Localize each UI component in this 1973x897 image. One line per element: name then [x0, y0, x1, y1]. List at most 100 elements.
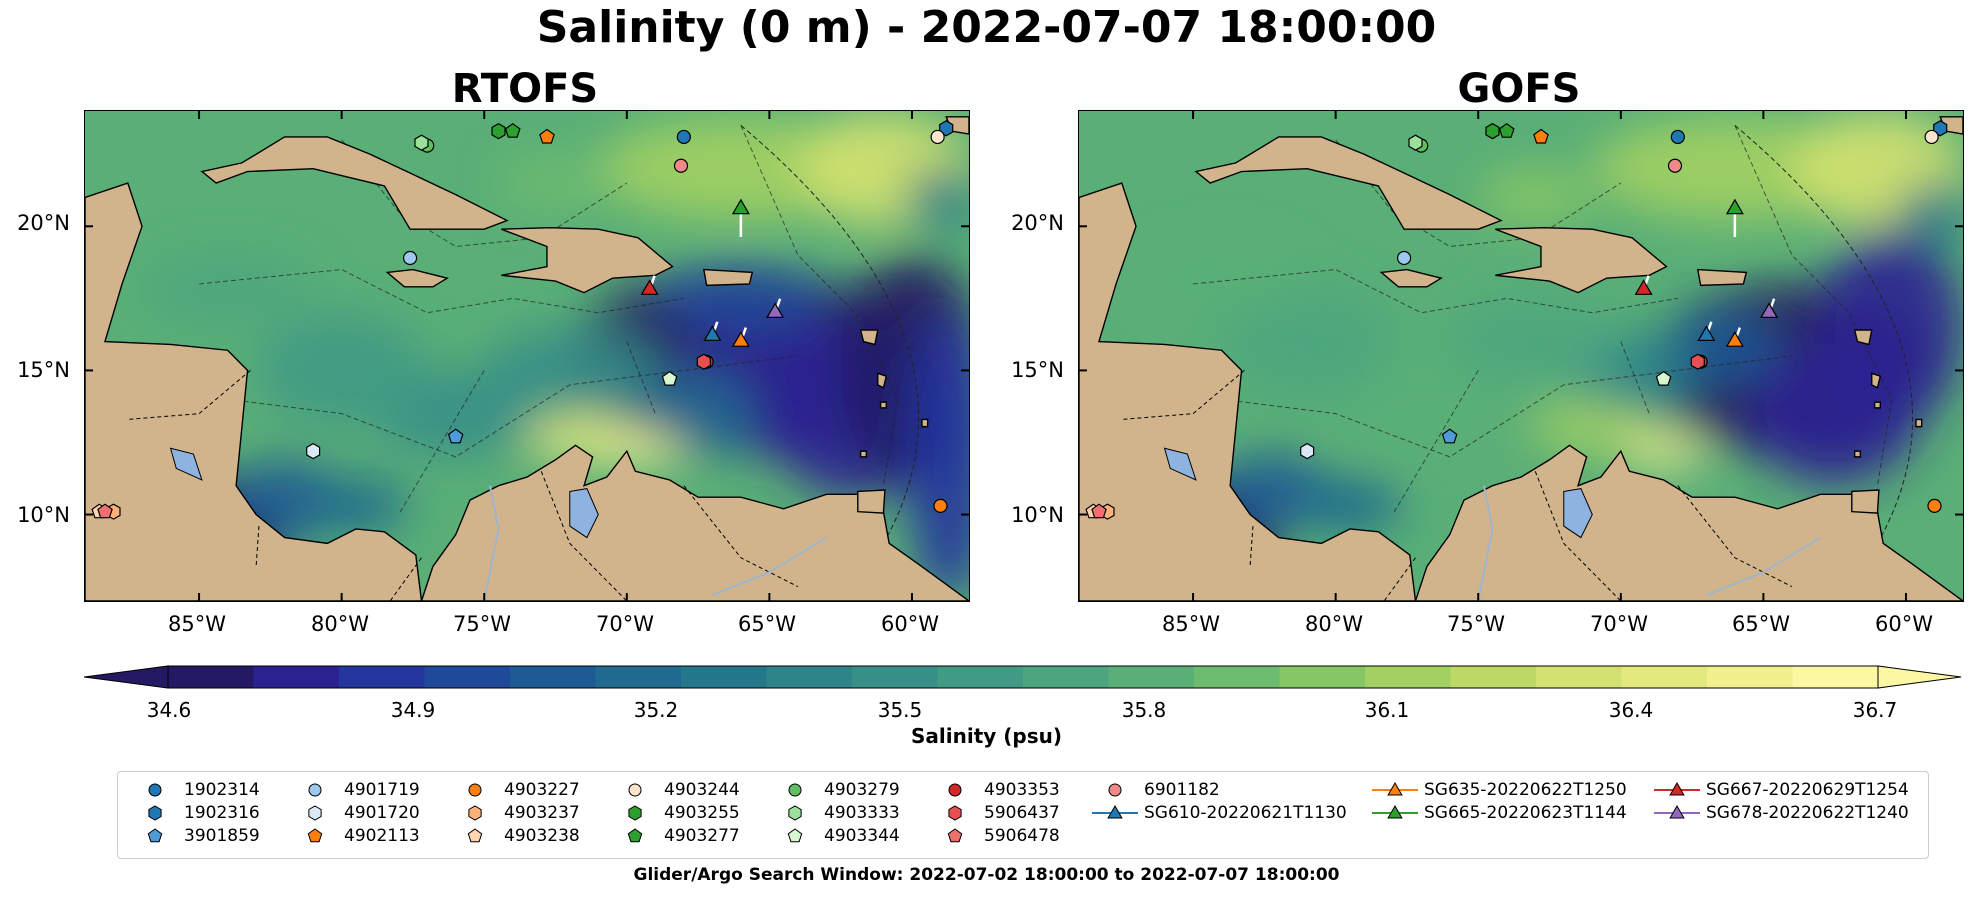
river [711, 536, 827, 597]
argo-float-4903244[interactable] [930, 129, 945, 145]
colorbar-swatch [339, 666, 425, 688]
salinity-field-patch [1449, 298, 1621, 385]
argo-float-4901720[interactable] [306, 442, 321, 460]
glider-SG610-20220621T1130[interactable] [1697, 325, 1716, 341]
map-panel-rtofs[interactable] [84, 110, 970, 602]
country-border [540, 471, 628, 601]
argo-float-4903227[interactable] [1927, 498, 1942, 513]
argo-float-5906478[interactable] [97, 503, 113, 519]
colorbar-swatch [766, 666, 853, 688]
colorbar-swatch [1450, 666, 1537, 688]
legend: 1902314 1902316 3901859 4901719 4901720 49021… [117, 771, 1929, 859]
argo-float-4903344[interactable] [1655, 370, 1672, 386]
legend-marker [308, 805, 322, 821]
colorbar-tick: 34.6 [146, 698, 192, 722]
glider-SG678-20220622T1240[interactable] [766, 302, 785, 318]
legend-marker [948, 805, 962, 821]
glider-SG667-20220629T1254[interactable] [640, 279, 659, 295]
argo-float-6901182[interactable] [673, 158, 689, 173]
country-border [389, 557, 422, 601]
lon-label-80w-right: 80°W [1305, 612, 1363, 636]
lon-label-60w-left: 60°W [881, 612, 939, 636]
argo-float-1902314[interactable] [1670, 129, 1685, 145]
argo-float-3901859[interactable] [447, 428, 464, 444]
argo-float-4903255[interactable] [491, 123, 506, 140]
argo-float-4901719[interactable] [1396, 250, 1412, 266]
argo-float-3901859[interactable] [1441, 428, 1458, 444]
legend-marker [787, 828, 803, 843]
legend-label: 4903279 [824, 780, 900, 800]
argo-float-4902113[interactable] [539, 128, 555, 144]
argo-float-5906478[interactable] [1091, 503, 1107, 519]
argo-float-1902316[interactable] [939, 120, 954, 137]
map-panel-gofs[interactable] [1078, 110, 1964, 602]
lake [1163, 447, 1197, 481]
salinity-field-patch [1136, 243, 1308, 313]
legend-label: 4902113 [344, 826, 420, 846]
land-mass [877, 372, 888, 389]
legend-label: 4903255 [664, 803, 740, 823]
lon-label-60w-right: 60°W [1875, 612, 1933, 636]
legend-label: SG635-20220622T1250 [1424, 780, 1627, 800]
legend-marker [628, 805, 642, 821]
land-mass [1873, 401, 1882, 409]
salinity-field-patch [906, 312, 969, 601]
argo-float-4901720[interactable] [1300, 442, 1315, 460]
legend-label: 4903237 [504, 803, 580, 823]
lon-label-85w-right: 85°W [1162, 612, 1220, 636]
argo-float-4903244[interactable] [1924, 129, 1939, 145]
argo-float-4903344[interactable] [661, 370, 678, 386]
colorbar-swatch [1707, 666, 1793, 688]
colorbar-swatch [168, 666, 254, 688]
land-mass [1853, 450, 1862, 458]
legend-marker [308, 783, 322, 797]
legend-marker [947, 828, 963, 843]
eez-boundary-line [1734, 125, 1893, 486]
argo-float-4903255[interactable] [1485, 123, 1500, 140]
argo-float-6901182[interactable] [1667, 158, 1683, 173]
glider-SG665-20220623T1144[interactable] [1725, 198, 1744, 215]
colorbar-swatch [1279, 666, 1366, 688]
legend-label: 5906437 [984, 803, 1060, 823]
lake [569, 488, 599, 539]
legend-marker [148, 783, 162, 797]
colorbar-tick: 35.2 [633, 698, 679, 722]
legend-marker [1669, 781, 1685, 796]
legend-label: 4903227 [504, 780, 580, 800]
argo-float-4903277[interactable] [504, 122, 521, 138]
argo-float-5906437[interactable] [696, 353, 711, 370]
eez-boundary-line [626, 341, 656, 414]
glider-SG610-20220621T1130[interactable] [703, 325, 722, 341]
lat-label-20n-right: 20°N [1011, 211, 1064, 235]
glider-SG635-20220622T1250[interactable] [1725, 331, 1744, 347]
argo-float-1902314[interactable] [676, 129, 691, 145]
search-window-caption: Glider/Argo Search Window: 2022-07-02 18… [633, 865, 1340, 885]
glider-SG635-20220622T1250[interactable] [731, 331, 750, 347]
argo-float-4902113[interactable] [1533, 128, 1549, 144]
argo-float-4903333[interactable] [1408, 134, 1423, 151]
argo-float-4903333[interactable] [414, 134, 429, 151]
argo-float-4901719[interactable] [402, 250, 418, 266]
country-border [1677, 485, 1793, 588]
argo-float-4903277[interactable] [1498, 122, 1515, 138]
colorbar-swatch [510, 666, 596, 688]
argo-float-1902316[interactable] [1933, 120, 1948, 137]
land-mass [1194, 136, 1503, 230]
country-border [1121, 370, 1245, 420]
legend-marker [1107, 804, 1123, 819]
lat-label-15n-left: 15°N [17, 358, 70, 382]
colorbar [84, 665, 1962, 689]
salinity-field-patch [142, 255, 314, 325]
colorbar-tick: 36.7 [1852, 698, 1898, 722]
glider-SG678-20220622T1240[interactable] [1760, 302, 1779, 318]
salinity-field-patch [1298, 477, 1402, 535]
salinity-field-patch [655, 263, 827, 333]
land-mass [1696, 268, 1748, 287]
colorbar-swatch [1023, 666, 1109, 688]
glider-SG667-20220629T1254[interactable] [1634, 279, 1653, 295]
argo-float-5906437[interactable] [1690, 353, 1705, 370]
legend-marker [627, 828, 643, 843]
argo-float-4903227[interactable] [933, 498, 948, 513]
colorbar-tick: 36.1 [1364, 698, 1410, 722]
glider-SG665-20220623T1144[interactable] [731, 198, 750, 215]
